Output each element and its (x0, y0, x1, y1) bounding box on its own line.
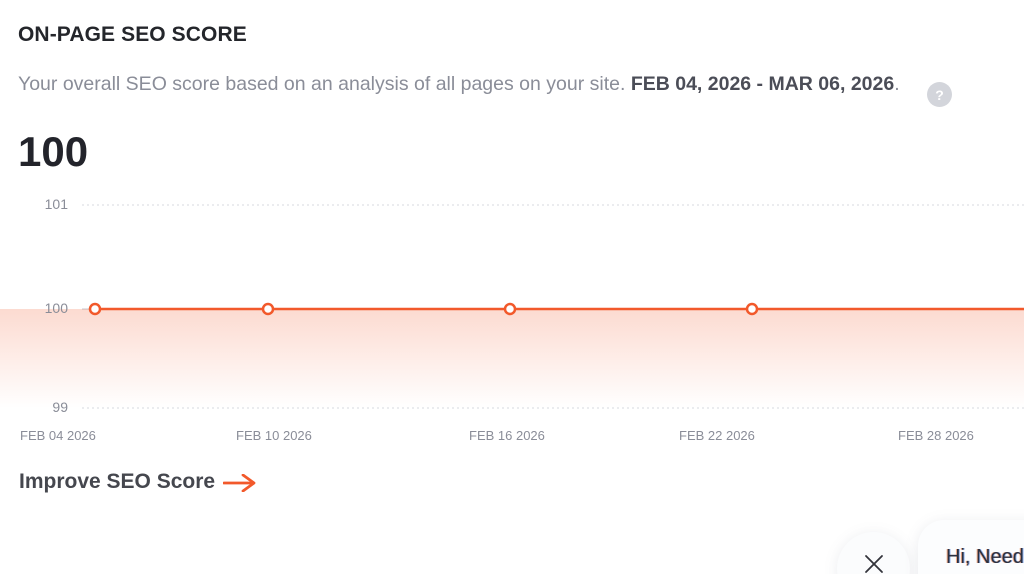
svg-text:FEB 28 2026: FEB 28 2026 (898, 428, 974, 443)
svg-text:FEB 10 2026: FEB 10 2026 (236, 428, 312, 443)
svg-text:99: 99 (52, 399, 68, 415)
svg-text:101: 101 (45, 196, 69, 212)
svg-text:FEB 22 2026: FEB 22 2026 (679, 428, 755, 443)
svg-text:100: 100 (45, 300, 69, 316)
svg-text:FEB 04 2026: FEB 04 2026 (20, 428, 96, 443)
svg-text:FEB 16 2026: FEB 16 2026 (469, 428, 545, 443)
